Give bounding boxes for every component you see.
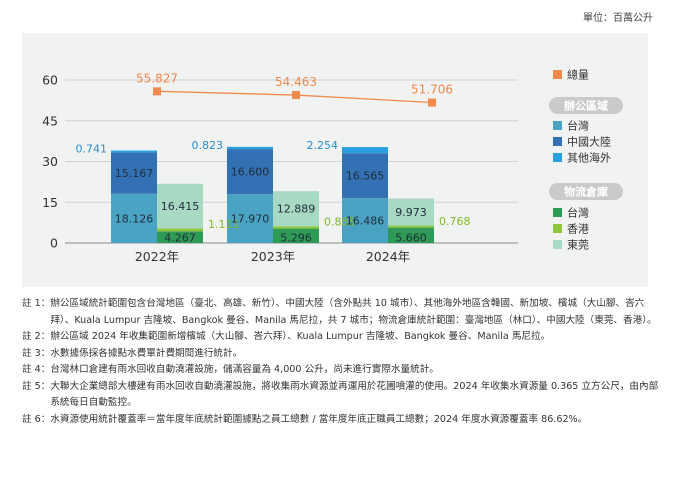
office-bar-0 bbox=[227, 194, 273, 243]
data-label-office-overseas: 2.254 bbox=[307, 139, 339, 152]
note-label: 註 3： bbox=[22, 347, 51, 359]
warehouse-bar-2 bbox=[388, 198, 434, 226]
data-label-office-taiwan: 18.126 bbox=[115, 212, 154, 225]
data-label-office-china: 16.565 bbox=[346, 170, 385, 183]
office-legend-swatch-2 bbox=[553, 153, 562, 162]
warehouse-legend-header-bg bbox=[549, 183, 623, 200]
warehouse-legend-header: 物流倉庫 bbox=[564, 185, 608, 199]
data-label-wh-hongkong: 1.111 bbox=[208, 218, 240, 231]
y-tick-label: 60 bbox=[42, 73, 58, 88]
warehouse-bar-2 bbox=[157, 183, 203, 229]
legend-swatch-total bbox=[553, 70, 562, 79]
office-bar-0 bbox=[111, 193, 157, 243]
warehouse-bar-1 bbox=[157, 228, 203, 232]
office-bar-1 bbox=[342, 153, 388, 199]
data-label-office-china: 15.167 bbox=[115, 167, 154, 180]
data-label-total: 51.706 bbox=[411, 83, 453, 97]
warehouse-bar-1 bbox=[273, 226, 319, 229]
warehouse-bar-0 bbox=[388, 227, 434, 243]
chart-svg: 0 15 30 45 60 2022年 2023年 2024年 18.126 15.167 0.74… bbox=[42, 68, 623, 264]
unit-label: 單位：百萬公升 bbox=[583, 13, 653, 24]
total-point bbox=[428, 98, 436, 107]
warehouse-legend-swatch-2 bbox=[553, 240, 562, 249]
office-legend-label-1: 中國大陸 bbox=[567, 135, 611, 149]
data-label-wh-hongkong: 0.885 bbox=[324, 216, 356, 229]
data-label-wh-dongguan: 16.415 bbox=[161, 200, 200, 213]
note-text: 辦公區域統計範圍包含台灣地區（臺北、高雄、新竹）、中國大陸（含外點共 10 城市… bbox=[50, 298, 657, 326]
note-1: 註 1： 辦公區域統計範圍包含台灣地區（臺北、高雄、新竹）、中國大陸（含外點共 1… bbox=[22, 296, 662, 329]
office-bar-2 bbox=[342, 147, 388, 154]
chart-panel: 0 15 30 45 60 2022年 2023年 2024年 18.126 15.167 0.74… bbox=[22, 33, 648, 287]
data-label-office-china: 16.600 bbox=[231, 166, 270, 179]
note-4: 註 4： 台灣林口倉建有雨水回收自動澆灌設施，儲滿容量為 4,000 公升，尚未進… bbox=[22, 362, 662, 379]
warehouse-bar-2 bbox=[273, 191, 319, 227]
warehouse-legend-label-1: 香港 bbox=[567, 223, 589, 236]
note-text: 台灣林口倉建有雨水回收自動澆灌設施，儲滿容量為 4,000 公升，尚未進行實際水… bbox=[50, 364, 439, 375]
office-bar-1 bbox=[111, 152, 157, 194]
office-legend-swatch-1 bbox=[553, 137, 562, 146]
y-tick-label: 30 bbox=[42, 154, 58, 169]
office-bar-0 bbox=[342, 198, 388, 243]
note-3: 註 3： 水數據係採各據點水費單計費期間進行統計。 bbox=[22, 346, 662, 363]
office-bar-1 bbox=[227, 149, 273, 195]
y-tick-label: 15 bbox=[42, 195, 58, 210]
office-legend-header-bg bbox=[549, 97, 623, 114]
note-6: 註 6： 水資源使用統計覆蓋率＝當年度年底統計範圍據點之員工總數 / 當年度年底正… bbox=[22, 412, 662, 429]
warehouse-legend-label-0: 台灣 bbox=[567, 206, 589, 220]
office-bar-2 bbox=[111, 150, 157, 153]
office-legend-label-0: 台灣 bbox=[567, 119, 589, 133]
data-label-wh-hongkong: 0.768 bbox=[439, 215, 471, 228]
data-label-wh-taiwan: 5.296 bbox=[280, 232, 312, 245]
total-point bbox=[153, 87, 161, 96]
data-label-wh-dongguan: 9.973 bbox=[395, 206, 427, 219]
note-text: 水數據係採各據點水費單計費期間進行統計。 bbox=[50, 347, 243, 359]
data-label-total: 55.827 bbox=[136, 71, 178, 85]
office-bar-2 bbox=[227, 146, 273, 150]
data-label-wh-taiwan: 5.660 bbox=[395, 232, 427, 245]
office-legend-header: 辦公區域 bbox=[564, 99, 608, 113]
note-label: 註 2： bbox=[22, 331, 51, 342]
legend-label-total: 總量 bbox=[567, 68, 589, 82]
x-tick-label: 2022年 bbox=[135, 249, 179, 264]
notes-section: 註 1： 辦公區域統計範圍包含台灣地區（臺北、高雄、新竹）、中國大陸（含外點共 1… bbox=[22, 296, 662, 428]
warehouse-bar-1 bbox=[388, 225, 434, 228]
note-label: 註 1： bbox=[22, 298, 51, 309]
note-text: 水資源使用統計覆蓋率＝當年度年底統計範圍據點之員工總數 / 當年度年底正職員工總… bbox=[50, 413, 588, 425]
warehouse-legend-swatch-0 bbox=[553, 208, 562, 217]
x-tick-label: 2023年 bbox=[251, 249, 295, 264]
note-label: 註 5： bbox=[22, 380, 51, 392]
note-label: 註 4： bbox=[22, 364, 51, 375]
note-text: 辦公區域 2024 年收集範圍新增檳城（大山腳、峇六拜）、Kuala Lumpu… bbox=[50, 331, 551, 342]
data-label-total: 54.463 bbox=[275, 75, 317, 89]
warehouse-bar-0 bbox=[273, 228, 319, 243]
office-legend-label-2: 其他海外 bbox=[567, 151, 611, 165]
x-tick-label: 2024年 bbox=[366, 249, 410, 264]
data-label-office-taiwan: 17.970 bbox=[231, 213, 270, 226]
note-text: 大聯大企業總部大樓建有雨水回收自動澆灌設施，將收集雨水資源並再運用於花圃噴灌的使… bbox=[50, 380, 659, 409]
data-label-office-overseas: 0.741 bbox=[76, 143, 108, 156]
note-5: 註 5： 大聯大企業總部大樓建有雨水回收自動澆灌設施，將收集雨水資源並再運用於花圃… bbox=[22, 379, 662, 412]
data-label-wh-dongguan: 12.889 bbox=[277, 203, 316, 216]
note-label: 註 6： bbox=[22, 413, 51, 425]
data-label-office-overseas: 0.823 bbox=[192, 139, 224, 152]
y-tick-label: 0 bbox=[50, 236, 58, 251]
total-point bbox=[292, 91, 300, 100]
data-label-office-taiwan: 16.486 bbox=[346, 215, 385, 228]
data-label-wh-taiwan: 4.267 bbox=[164, 232, 196, 245]
y-tick-label: 45 bbox=[42, 113, 58, 128]
warehouse-legend-swatch-1 bbox=[553, 224, 562, 233]
office-legend-swatch-0 bbox=[553, 121, 562, 130]
note-2: 註 2： 辦公區域 2024 年收集範圍新增檳城（大山腳、峇六拜）、Kuala L… bbox=[22, 329, 662, 346]
warehouse-bar-0 bbox=[157, 231, 203, 243]
warehouse-legend-label-2: 東莞 bbox=[567, 239, 589, 252]
